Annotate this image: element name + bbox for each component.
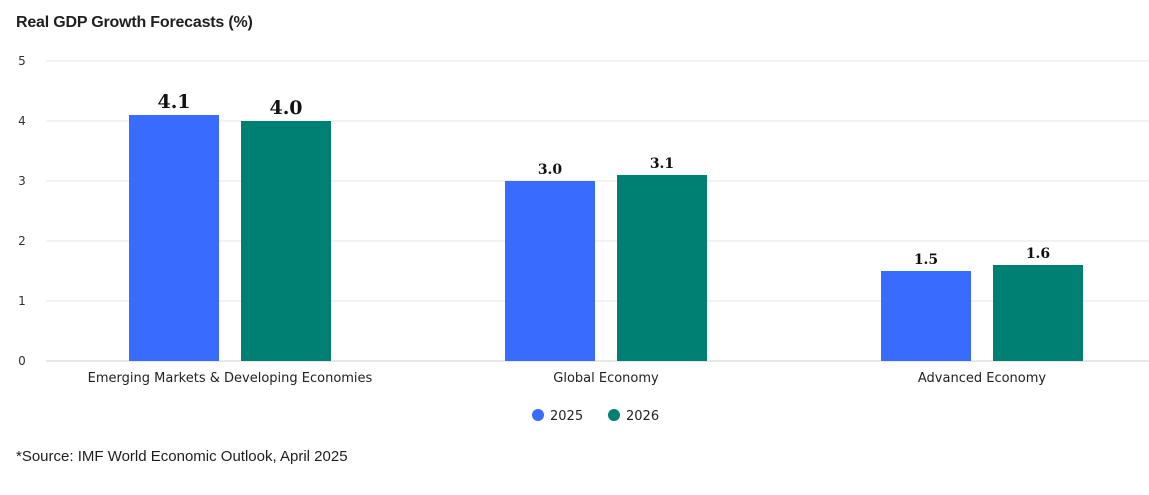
- legend-item-2026[interactable]: 2026: [608, 409, 659, 424]
- y-axis-ticks: 0 1 2 3 4 5: [18, 54, 26, 368]
- data-labels: 4.1 4.0 3.0 3.1 1.5 1.6: [157, 91, 1050, 268]
- data-label: 3.1: [650, 156, 674, 172]
- y-tick-label: 2: [18, 234, 26, 248]
- legend-item-2025[interactable]: 2025: [532, 409, 583, 424]
- data-label: 1.5: [914, 252, 938, 268]
- bar-2026-1: [617, 175, 707, 361]
- legend-marker-icon: [532, 409, 544, 421]
- data-label: 1.6: [1026, 246, 1050, 262]
- data-label: 4.1: [157, 91, 190, 113]
- bar-2026-2: [993, 265, 1083, 361]
- chart-title: Real GDP Growth Forecasts (%): [16, 14, 253, 31]
- legend-marker-icon: [608, 409, 620, 421]
- x-category-label: Emerging Markets & Developing Economies: [88, 371, 373, 386]
- data-label: 3.0: [538, 162, 563, 178]
- legend-label: 2025: [550, 409, 583, 424]
- source-note: *Source: IMF World Economic Outlook, Apr…: [16, 448, 348, 465]
- bars: [129, 115, 1083, 361]
- y-tick-label: 0: [18, 354, 26, 368]
- data-label: 4.0: [269, 97, 302, 119]
- legend-label: 2026: [626, 409, 659, 424]
- x-axis-categories: Emerging Markets & Developing Economies G…: [88, 371, 1047, 386]
- x-category-label: Advanced Economy: [918, 371, 1047, 386]
- bar-2025-0: [129, 115, 219, 361]
- y-tick-label: 4: [18, 114, 26, 128]
- legend: 2025 2026: [532, 409, 659, 424]
- bar-2025-2: [881, 271, 971, 361]
- y-tick-label: 1: [18, 294, 26, 308]
- bar-2025-1: [505, 181, 595, 361]
- bar-2026-0: [241, 121, 331, 361]
- x-category-label: Global Economy: [553, 371, 659, 386]
- y-tick-label: 3: [18, 174, 26, 188]
- y-tick-label: 5: [18, 54, 26, 68]
